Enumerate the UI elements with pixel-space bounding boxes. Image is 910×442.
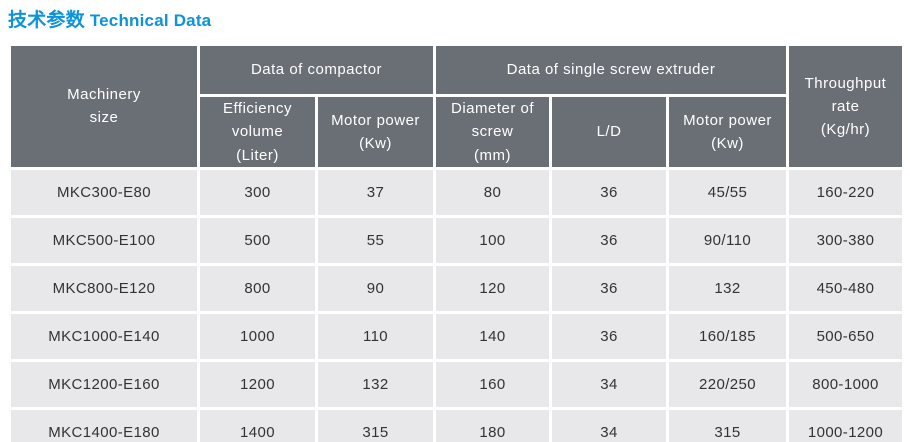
- efficiency-volume-cell: 300: [197, 166, 318, 218]
- machinery-size-cell: MKC500-E100: [8, 214, 200, 266]
- throughput-rate-cell: 1000-1200: [786, 406, 905, 442]
- header-data-of-single-screw-extruder: Data of single screw extruder: [433, 43, 789, 97]
- compactor-motor-power-cell: 90: [315, 262, 436, 314]
- header-data-of-compactor: Data of compactor: [197, 43, 436, 97]
- extruder-motor-power-cell: 45/55: [666, 166, 789, 218]
- screw-diameter-cell: 160: [433, 358, 552, 410]
- ld-ratio-cell: 34: [549, 358, 669, 410]
- throughput-rate-cell: 450-480: [786, 262, 905, 314]
- table-row: MKC1400-E180 1400 315 180 34 315 1000-1200: [8, 406, 905, 442]
- table-body: MKC300-E80 300 37 80 36 45/55 160-220 MKC500-E1…: [8, 166, 905, 442]
- ld-ratio-cell: 36: [549, 166, 669, 218]
- table-row: MKC800-E120 800 90 120 36 132 450-480: [8, 262, 905, 314]
- table-row: MKC1000-E140 1000 110 140 36 160/185 500-650: [8, 310, 905, 362]
- extruder-motor-power-cell: 315: [666, 406, 789, 442]
- compactor-motor-power-cell: 37: [315, 166, 436, 218]
- extruder-motor-power-cell: 220/250: [666, 358, 789, 410]
- ld-ratio-cell: 36: [549, 262, 669, 314]
- efficiency-volume-cell: 1000: [197, 310, 318, 362]
- header-motor-power-compactor: Motor power (Kw): [315, 94, 436, 170]
- table-row: MKC1200-E160 1200 132 160 34 220/250 800-1000: [8, 358, 905, 410]
- efficiency-volume-cell: 800: [197, 262, 318, 314]
- compactor-motor-power-cell: 315: [315, 406, 436, 442]
- compactor-motor-power-cell: 110: [315, 310, 436, 362]
- header-diameter-of-screw: Diameter of screw (mm): [433, 94, 552, 170]
- header-throughput-rate: Throughput rate (Kg/hr): [786, 43, 905, 170]
- machinery-size-cell: MKC1400-E180: [8, 406, 200, 442]
- compactor-motor-power-cell: 55: [315, 214, 436, 266]
- screw-diameter-cell: 100: [433, 214, 552, 266]
- page-title: 技术参数 Technical Data: [8, 5, 902, 32]
- ld-ratio-cell: 36: [549, 310, 669, 362]
- header-machinery-size: Machinery size: [8, 43, 200, 170]
- throughput-rate-cell: 800-1000: [786, 358, 905, 410]
- title-chinese: 技术参数: [8, 10, 85, 31]
- header-ld-ratio: L/D: [549, 94, 669, 170]
- technical-data-table: Machinery size Data of compactor Data of…: [8, 43, 905, 442]
- efficiency-volume-cell: 500: [197, 214, 318, 266]
- header-motor-power-extruder: Motor power (Kw): [666, 94, 789, 170]
- ld-ratio-cell: 34: [549, 406, 669, 442]
- extruder-motor-power-cell: 132: [666, 262, 789, 314]
- screw-diameter-cell: 120: [433, 262, 552, 314]
- throughput-rate-cell: 160-220: [786, 166, 905, 218]
- screw-diameter-cell: 80: [433, 166, 552, 218]
- efficiency-volume-cell: 1400: [197, 406, 318, 442]
- screw-diameter-cell: 180: [433, 406, 552, 442]
- machinery-size-cell: MKC1200-E160: [8, 358, 200, 410]
- title-english: Technical Data: [89, 11, 212, 30]
- throughput-rate-cell: 500-650: [786, 310, 905, 362]
- header-efficiency-volume: Efficiency volume (Liter): [197, 94, 318, 170]
- compactor-motor-power-cell: 132: [315, 358, 436, 410]
- efficiency-volume-cell: 1200: [197, 358, 318, 410]
- extruder-motor-power-cell: 160/185: [666, 310, 789, 362]
- ld-ratio-cell: 36: [549, 214, 669, 266]
- table-row: MKC300-E80 300 37 80 36 45/55 160-220: [8, 166, 905, 218]
- extruder-motor-power-cell: 90/110: [666, 214, 789, 266]
- screw-diameter-cell: 140: [433, 310, 552, 362]
- table-header-sub-row: Efficiency volume (Liter) Motor power (K…: [10, 94, 904, 170]
- machinery-size-cell: MKC800-E120: [8, 262, 200, 314]
- table-row: MKC500-E100 500 55 100 36 90/110 300-380: [8, 214, 905, 266]
- machinery-size-cell: MKC300-E80: [8, 166, 200, 218]
- machinery-size-cell: MKC1000-E140: [8, 310, 200, 362]
- table-header: Machinery size Data of compactor Data of…: [8, 43, 905, 170]
- throughput-rate-cell: 300-380: [786, 214, 905, 266]
- table-header-group-row: Machinery size Data of compactor Data of…: [8, 43, 905, 170]
